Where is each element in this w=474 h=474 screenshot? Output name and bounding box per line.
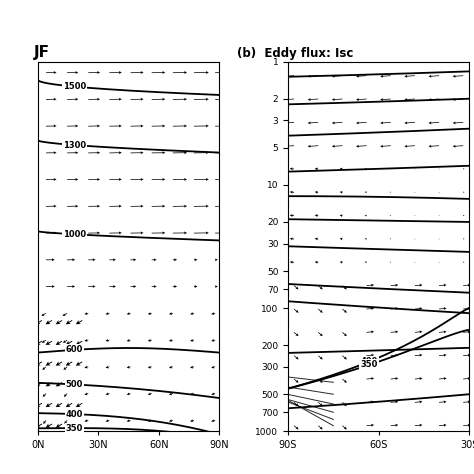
Text: JF: JF bbox=[34, 46, 50, 61]
Text: 600: 600 bbox=[65, 346, 83, 355]
Text: 350: 350 bbox=[65, 424, 83, 433]
Text: 400: 400 bbox=[361, 357, 378, 366]
Text: 1000: 1000 bbox=[63, 230, 86, 239]
Text: 400: 400 bbox=[65, 410, 83, 419]
Text: 500: 500 bbox=[65, 380, 83, 389]
Text: 1500: 1500 bbox=[63, 82, 86, 91]
Text: 350: 350 bbox=[361, 360, 378, 369]
Text: 1300: 1300 bbox=[63, 140, 86, 149]
Text: (b)  Eddy flux: Isc: (b) Eddy flux: Isc bbox=[237, 47, 354, 61]
